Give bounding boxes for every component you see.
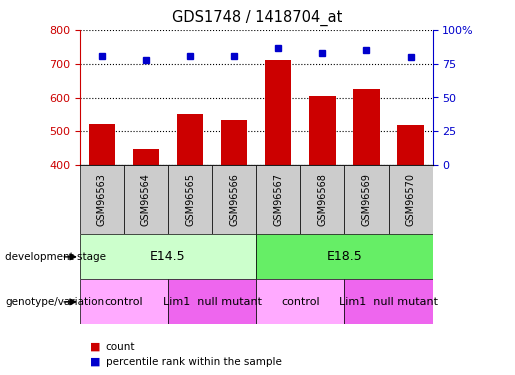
Text: ■: ■: [90, 342, 100, 352]
Bar: [388, 165, 433, 234]
Text: GSM96568: GSM96568: [317, 173, 328, 226]
Text: Lim1  null mutant: Lim1 null mutant: [339, 297, 438, 307]
Bar: [133, 149, 159, 165]
Bar: [177, 114, 203, 165]
Text: GSM96566: GSM96566: [229, 173, 239, 226]
Bar: [168, 165, 212, 234]
Text: GDS1748 / 1418704_at: GDS1748 / 1418704_at: [173, 9, 342, 26]
Bar: [80, 279, 168, 324]
Bar: [265, 60, 291, 165]
Bar: [256, 165, 300, 234]
Text: GSM96569: GSM96569: [362, 173, 371, 226]
Bar: [345, 165, 388, 234]
Text: GSM96567: GSM96567: [273, 173, 283, 226]
Bar: [124, 165, 168, 234]
Text: E14.5: E14.5: [150, 251, 186, 263]
Bar: [256, 279, 345, 324]
Bar: [80, 234, 256, 279]
Text: GSM96564: GSM96564: [141, 173, 151, 226]
Bar: [398, 125, 424, 165]
Text: GSM96570: GSM96570: [405, 173, 416, 226]
Text: Lim1  null mutant: Lim1 null mutant: [163, 297, 262, 307]
Bar: [212, 165, 256, 234]
Text: control: control: [281, 297, 320, 307]
Bar: [353, 89, 380, 165]
Bar: [89, 124, 115, 165]
Text: control: control: [105, 297, 143, 307]
Text: GSM96563: GSM96563: [97, 173, 107, 226]
Bar: [80, 165, 124, 234]
Text: ■: ■: [90, 357, 100, 367]
Bar: [309, 96, 336, 165]
Text: E18.5: E18.5: [327, 251, 362, 263]
Bar: [221, 120, 247, 165]
Bar: [168, 279, 256, 324]
Bar: [256, 234, 433, 279]
Text: development stage: development stage: [5, 252, 106, 262]
Text: percentile rank within the sample: percentile rank within the sample: [106, 357, 282, 367]
Text: GSM96565: GSM96565: [185, 173, 195, 226]
Text: count: count: [106, 342, 135, 352]
Text: genotype/variation: genotype/variation: [5, 297, 104, 307]
Bar: [345, 279, 433, 324]
Bar: [300, 165, 345, 234]
